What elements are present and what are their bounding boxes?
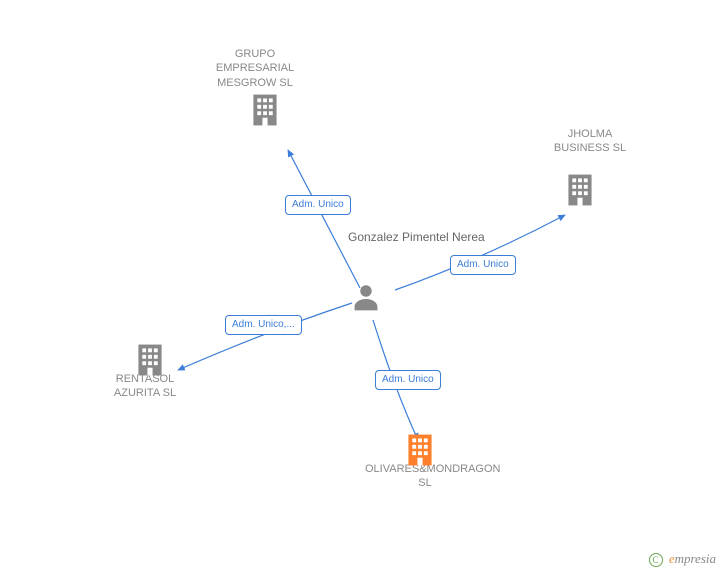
building-icon xyxy=(404,432,436,473)
edge-path xyxy=(395,215,565,290)
brand-rest: mpresia xyxy=(675,551,716,566)
building-icon xyxy=(249,92,281,133)
company-node-label[interactable]: JHOLMA BUSINESS SL xyxy=(530,127,650,156)
building-icon xyxy=(134,342,166,383)
edge-label: Adm. Unico xyxy=(375,370,441,390)
company-label-text: JHOLMA BUSINESS SL xyxy=(530,127,650,156)
edge-label: Adm. Unico xyxy=(285,195,351,215)
edge-label: Adm. Unico,... xyxy=(225,315,302,335)
company-node-label[interactable]: GRUPO EMPRESARIAL MESGROW SL xyxy=(195,47,315,90)
edge-path xyxy=(288,150,360,288)
company-label-text: GRUPO EMPRESARIAL MESGROW SL xyxy=(195,47,315,90)
edge-path xyxy=(178,303,352,370)
center-node[interactable]: Gonzalez Pimentel Nerea xyxy=(348,230,485,246)
person-icon xyxy=(352,283,380,320)
footer-brand: C empresia xyxy=(649,551,716,567)
copyright-icon: C xyxy=(649,553,663,567)
building-icon xyxy=(564,172,596,213)
edge-label: Adm. Unico xyxy=(450,255,516,275)
center-label: Gonzalez Pimentel Nerea xyxy=(348,230,485,246)
